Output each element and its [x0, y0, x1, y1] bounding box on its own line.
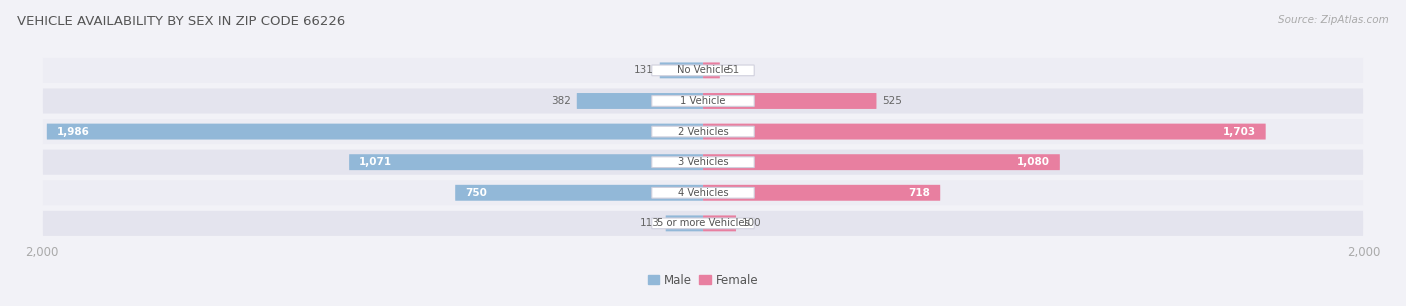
FancyBboxPatch shape: [703, 154, 1060, 170]
Text: 51: 51: [725, 65, 740, 75]
Text: 3 Vehicles: 3 Vehicles: [678, 157, 728, 167]
Text: 1 Vehicle: 1 Vehicle: [681, 96, 725, 106]
Legend: Male, Female: Male, Female: [643, 269, 763, 292]
FancyBboxPatch shape: [42, 180, 1364, 205]
Text: 1,071: 1,071: [359, 157, 392, 167]
FancyBboxPatch shape: [42, 119, 1364, 144]
FancyBboxPatch shape: [42, 58, 1364, 83]
FancyBboxPatch shape: [703, 215, 737, 231]
Text: 1,080: 1,080: [1017, 157, 1050, 167]
FancyBboxPatch shape: [703, 185, 941, 201]
FancyBboxPatch shape: [576, 93, 703, 109]
Text: 1,986: 1,986: [56, 127, 90, 136]
FancyBboxPatch shape: [659, 62, 703, 78]
FancyBboxPatch shape: [665, 215, 703, 231]
FancyBboxPatch shape: [703, 93, 876, 109]
Text: 525: 525: [883, 96, 903, 106]
Text: 1,703: 1,703: [1223, 127, 1256, 136]
FancyBboxPatch shape: [652, 96, 754, 106]
Text: 5 or more Vehicles: 5 or more Vehicles: [657, 218, 749, 228]
Text: Source: ZipAtlas.com: Source: ZipAtlas.com: [1278, 15, 1389, 25]
FancyBboxPatch shape: [652, 157, 754, 168]
FancyBboxPatch shape: [652, 126, 754, 137]
FancyBboxPatch shape: [349, 154, 703, 170]
FancyBboxPatch shape: [42, 88, 1364, 114]
Text: 382: 382: [551, 96, 571, 106]
FancyBboxPatch shape: [42, 150, 1364, 175]
Text: 100: 100: [742, 218, 762, 228]
FancyBboxPatch shape: [652, 218, 754, 229]
FancyBboxPatch shape: [652, 187, 754, 198]
Text: 4 Vehicles: 4 Vehicles: [678, 188, 728, 198]
FancyBboxPatch shape: [652, 65, 754, 76]
Text: 750: 750: [465, 188, 486, 198]
Text: 113: 113: [640, 218, 659, 228]
FancyBboxPatch shape: [46, 124, 703, 140]
Text: VEHICLE AVAILABILITY BY SEX IN ZIP CODE 66226: VEHICLE AVAILABILITY BY SEX IN ZIP CODE …: [17, 15, 344, 28]
FancyBboxPatch shape: [456, 185, 703, 201]
Text: No Vehicle: No Vehicle: [676, 65, 730, 75]
Text: 131: 131: [634, 65, 654, 75]
FancyBboxPatch shape: [42, 211, 1364, 236]
Text: 2 Vehicles: 2 Vehicles: [678, 127, 728, 136]
Text: 718: 718: [908, 188, 931, 198]
FancyBboxPatch shape: [703, 62, 720, 78]
FancyBboxPatch shape: [703, 124, 1265, 140]
